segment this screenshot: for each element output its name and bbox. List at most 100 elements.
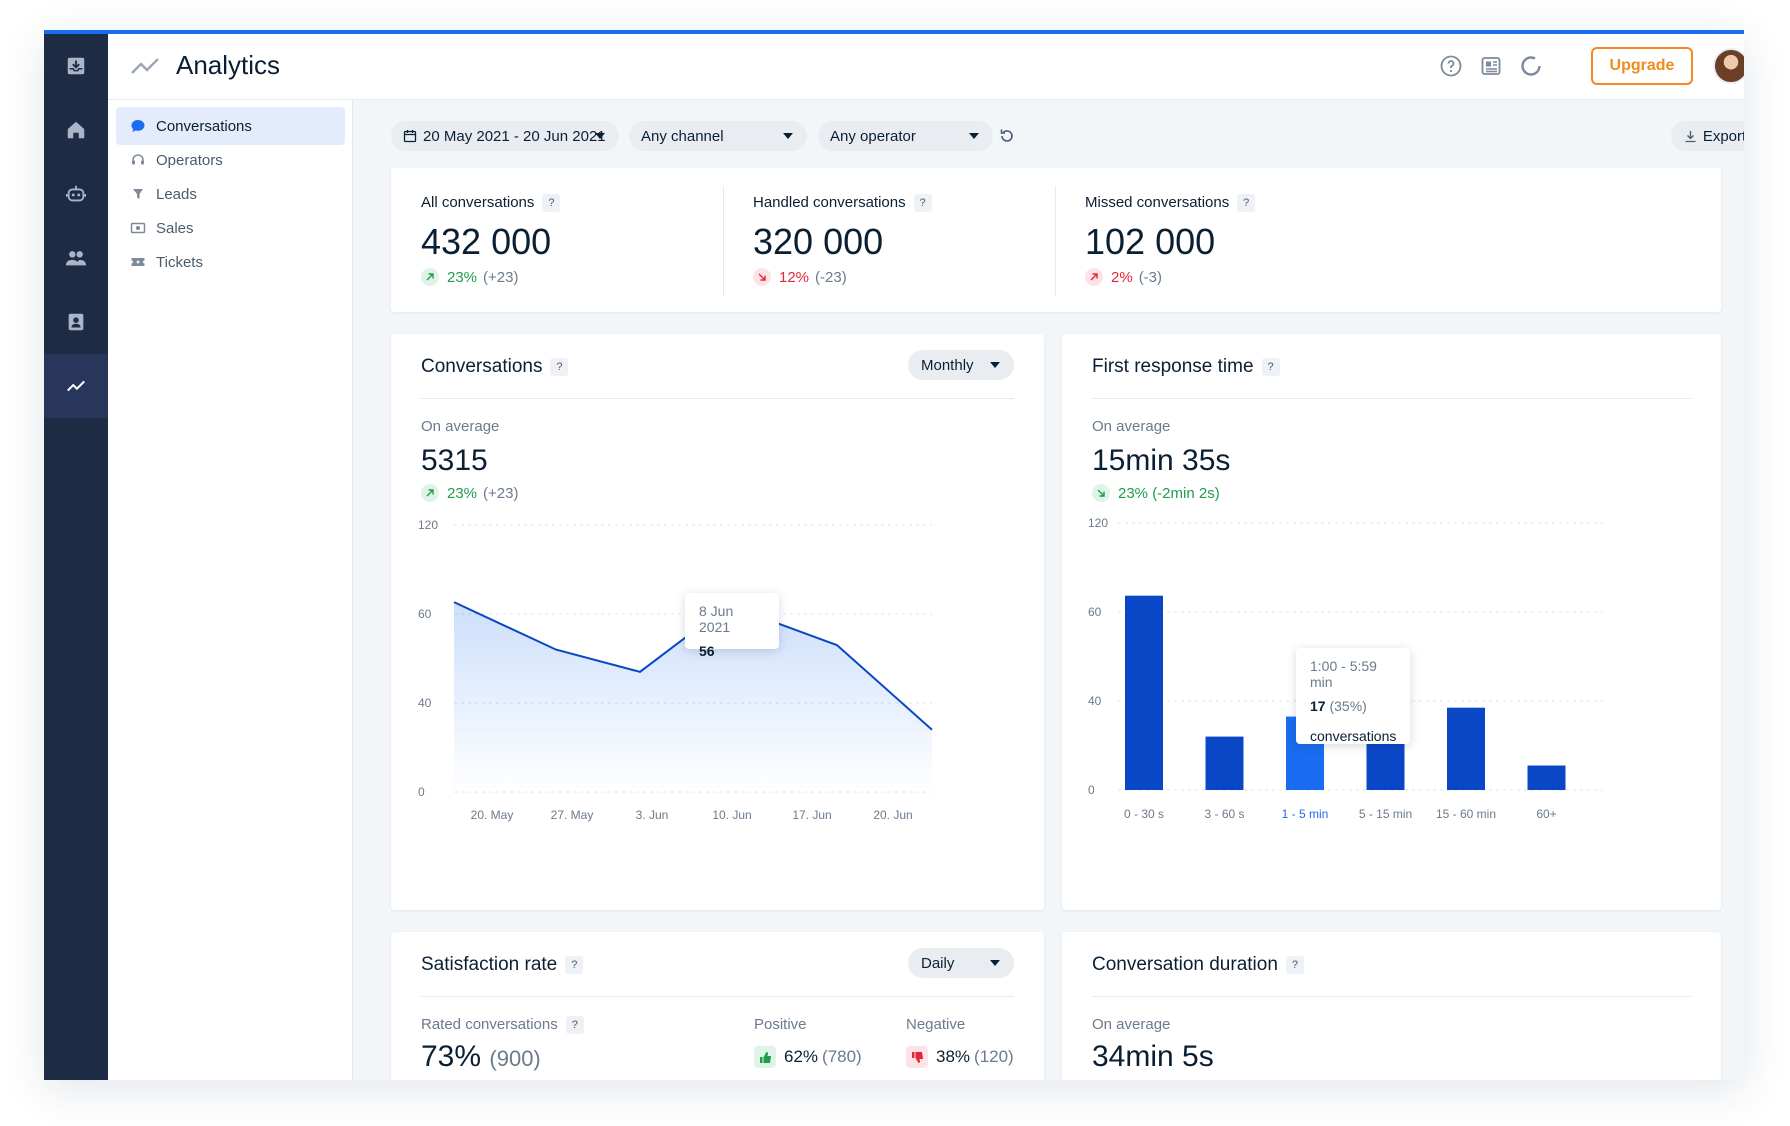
x-tick-label: 60+ (1536, 807, 1556, 821)
stat-delta: 12% (-23) (753, 268, 847, 286)
positive-label: Positive (754, 1016, 807, 1033)
subnav-item-conversations[interactable]: Conversations (116, 107, 345, 145)
operator-value: Any operator (830, 127, 916, 145)
avg-label: On average (1092, 1016, 1171, 1033)
headset-icon (132, 154, 144, 165)
subnav-item-operators[interactable]: Operators (116, 141, 345, 179)
stat-value: 432 000 (421, 221, 552, 262)
period-value: Daily (921, 954, 955, 972)
subnav-label: Conversations (156, 117, 252, 135)
x-tick-label: 20. Jun (873, 808, 912, 822)
stat-delta: 23% (+23) (421, 268, 518, 286)
subnav-label: Leads (156, 185, 197, 203)
help-badge-icon[interactable]: ? (550, 357, 569, 376)
status-ring-icon[interactable] (1519, 54, 1543, 78)
help-badge-icon[interactable]: ? (1285, 955, 1304, 974)
arrow-up-right-icon (421, 268, 439, 286)
rail-bot[interactable] (44, 162, 108, 226)
conversations-card: Conversations? Monthly On average 5315 2… (391, 334, 1044, 910)
divider (421, 996, 1014, 997)
y-tick-label: 40 (1088, 694, 1102, 708)
help-badge-icon[interactable]: ? (1237, 194, 1256, 213)
export-button[interactable]: Export (1671, 121, 1744, 151)
thumbs-up-icon (754, 1046, 776, 1068)
operator-select[interactable]: Any operator (818, 121, 993, 151)
tooltip-unit: conversations (1310, 728, 1397, 744)
avg-value: 15min 35s (1092, 444, 1231, 477)
x-tick-label: 10. Jun (712, 808, 751, 822)
stat-label: Handled conversations? (753, 194, 932, 213)
calendar-icon (403, 130, 417, 143)
card-title: Conversations? (421, 356, 569, 378)
rail-people[interactable] (44, 226, 108, 290)
chevron-down-icon (969, 133, 979, 139)
stat-diff: (+23) (483, 268, 519, 286)
help-badge-icon[interactable]: ? (913, 194, 932, 213)
upgrade-button[interactable]: Upgrade (1591, 47, 1693, 85)
y-tick-label: 40 (418, 696, 432, 710)
card-title: First response time? (1092, 356, 1280, 378)
trend-line-icon (131, 57, 159, 74)
duration-card: Conversation duration? On average 34min … (1062, 932, 1721, 1080)
positive-value: 62% (780) (754, 1046, 862, 1068)
avatar[interactable] (1713, 48, 1744, 84)
help-badge-icon[interactable]: ? (542, 194, 561, 213)
channel-select[interactable]: Any channel (629, 121, 807, 151)
subnav-label: Operators (156, 151, 223, 169)
subnav-item-tickets[interactable]: Tickets (116, 243, 345, 281)
rated-label: Rated conversations? (421, 1016, 584, 1035)
chart-tooltip: 1:00 - 5:59 min 17 (35%) conversations (1296, 648, 1410, 744)
x-tick-label: 3. Jun (636, 808, 669, 822)
rail-home[interactable] (44, 98, 108, 162)
date-range-select[interactable]: 20 May 2021 - 20 Jun 2021 (391, 121, 619, 151)
page-heading: Analytics (130, 50, 280, 81)
help-badge-icon[interactable]: ? (565, 955, 584, 974)
rail-contacts[interactable] (44, 290, 108, 354)
inbox-icon (67, 57, 85, 75)
tooltip-value: 56 (699, 643, 715, 659)
divider (1092, 398, 1691, 399)
people-icon (65, 251, 87, 266)
help-badge-icon[interactable]: ? (565, 1016, 584, 1035)
rail-analytics[interactable] (44, 354, 108, 418)
avg-delta: 23% (-2min 2s) (1092, 484, 1220, 502)
divider (1055, 186, 1056, 296)
contacts-icon (68, 313, 84, 331)
stat-pct: 12% (779, 268, 810, 286)
first-response-card: First response time? On average 15min 35… (1062, 334, 1721, 910)
x-tick-label: 15 - 60 min (1436, 807, 1496, 821)
tooltip-range: 1:00 - 5:59 min (1310, 658, 1377, 690)
arrow-up-right-icon (1085, 268, 1103, 286)
subnav-label: Tickets (156, 253, 203, 271)
help-icon[interactable] (1439, 54, 1463, 78)
subnav-item-leads[interactable]: Leads (116, 175, 345, 213)
rail-inbox[interactable] (44, 34, 108, 98)
avg-delta: 23% (+23) (421, 484, 518, 502)
refresh-icon[interactable] (998, 127, 1016, 145)
avg-delta-value: 23% (-2min 2s) (1118, 484, 1220, 502)
ticket-icon (131, 258, 145, 266)
bar (1527, 765, 1566, 790)
card-title: Conversation duration? (1092, 954, 1304, 976)
page-title: Analytics (176, 50, 281, 80)
thumbs-down-icon (906, 1046, 928, 1068)
help-badge-icon[interactable]: ? (1261, 357, 1280, 376)
channel-value: Any channel (641, 127, 724, 145)
top-header: Analytics Upgrade (108, 34, 1744, 100)
divider (723, 186, 724, 296)
avg-pct: 23% (447, 484, 478, 502)
stat-handled-conversations: Handled conversations? 320 000 12% (-23) (723, 168, 1053, 312)
y-tick-label: 0 (1088, 783, 1095, 797)
chart-tooltip: 8 Jun 2021 56 (685, 593, 779, 659)
news-icon[interactable] (1479, 54, 1503, 78)
period-select[interactable]: Daily (908, 948, 1014, 978)
stat-value: 102 000 (1085, 221, 1216, 262)
cash-icon (130, 222, 146, 234)
tooltip-pct: (35%) (1329, 698, 1367, 714)
subnav-item-sales[interactable]: Sales (116, 209, 345, 247)
y-tick-label: 60 (418, 607, 432, 621)
x-tick-label: 1 - 5 min (1282, 807, 1329, 821)
app-window: Analytics Upgrade Conversations Operator… (44, 30, 1744, 1080)
period-select[interactable]: Monthly (908, 350, 1014, 380)
divider (1092, 996, 1691, 997)
